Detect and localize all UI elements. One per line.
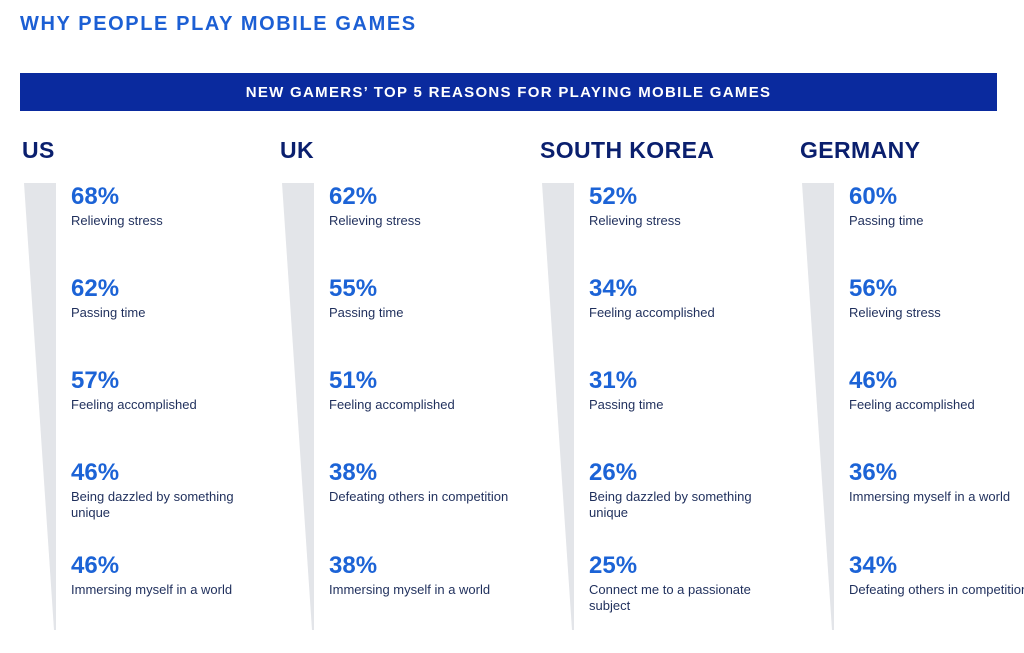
reason-label: Passing time [329, 305, 404, 320]
chart-banner: NEW GAMERS’ TOP 5 REASONS FOR PLAYING MO… [20, 73, 997, 111]
reason-item: 46% Feeling accomplished [849, 367, 1024, 413]
reason-percent: 34% [589, 275, 638, 302]
reason-item: 60% Passing time [849, 183, 1024, 229]
wedge-decoration [802, 183, 834, 630]
reason-percent: 26% [589, 459, 638, 486]
reason-label: Connect me to a passionate subject [589, 582, 751, 613]
reason-percent: 38% [329, 552, 378, 579]
reason-percent: 46% [71, 459, 120, 486]
reason-item: 38% Defeating others in competition [329, 459, 519, 505]
reason-percent: 57% [71, 367, 120, 394]
reason-percent: 34% [849, 552, 898, 579]
reason-percent: 68% [71, 183, 120, 210]
reason-item: 56% Relieving stress [849, 275, 1024, 321]
reason-item: 46% Being dazzled by something unique [71, 459, 261, 520]
reason-item: 31% Passing time [589, 367, 779, 413]
reason-percent: 62% [71, 275, 120, 302]
reason-item: 62% Passing time [71, 275, 261, 321]
reason-label: Passing time [589, 397, 664, 412]
country-name: UK [280, 137, 315, 163]
reason-percent: 46% [849, 367, 898, 394]
reason-item: 52% Relieving stress [589, 183, 779, 229]
reason-label: Immersing myself in a world [849, 489, 1011, 504]
reason-label: Being dazzled by something unique [71, 489, 234, 520]
reason-item: 34% Feeling accomplished [589, 275, 779, 321]
reason-item: 46% Immersing myself in a world [71, 552, 261, 598]
reason-item: 38% Immersing myself in a world [329, 552, 519, 598]
reason-percent: 56% [849, 275, 898, 302]
reason-label: Immersing myself in a world [71, 582, 233, 597]
wedge-decoration [282, 183, 314, 630]
reason-label: Relieving stress [849, 305, 941, 320]
country-name: SOUTH KOREA [540, 137, 715, 163]
reason-label: Being dazzled by something unique [589, 489, 752, 520]
reason-label: Immersing myself in a world [329, 582, 491, 597]
reason-percent: 55% [329, 275, 378, 302]
reason-label: Relieving stress [71, 213, 163, 228]
reason-percent: 51% [329, 367, 378, 394]
reason-percent: 62% [329, 183, 378, 210]
reason-percent: 25% [589, 552, 638, 579]
reason-item: 25% Connect me to a passionate subject [589, 552, 779, 613]
country-name: GERMANY [800, 137, 921, 163]
reason-label: Feeling accomplished [589, 305, 715, 320]
reason-label: Passing time [849, 213, 924, 228]
reason-label: Feeling accomplished [71, 397, 197, 412]
page-title: WHY PEOPLE PLAY MOBILE GAMES [20, 13, 417, 35]
reason-label: Relieving stress [589, 213, 681, 228]
reason-item: 68% Relieving stress [71, 183, 261, 229]
reason-label: Defeating others in competition [849, 582, 1024, 597]
reason-item: 62% Relieving stress [329, 183, 519, 229]
reason-label: Passing time [71, 305, 146, 320]
country-name: US [22, 137, 55, 163]
wedge-decoration [24, 183, 56, 630]
reason-percent: 31% [589, 367, 638, 394]
reason-label: Feeling accomplished [849, 397, 975, 412]
reason-percent: 38% [329, 459, 378, 486]
reason-label: Defeating others in competition [329, 489, 509, 504]
reason-percent: 36% [849, 459, 898, 486]
reason-item: 26% Being dazzled by something unique [589, 459, 779, 520]
reason-item: 55% Passing time [329, 275, 519, 321]
reason-percent: 60% [849, 183, 898, 210]
reason-percent: 46% [71, 552, 120, 579]
reason-label: Relieving stress [329, 213, 421, 228]
reason-item: 51% Feeling accomplished [329, 367, 519, 413]
reason-label: Feeling accomplished [329, 397, 455, 412]
reason-item: 34% Defeating others in competition [849, 552, 1024, 598]
reason-item: 36% Immersing myself in a world [849, 459, 1024, 505]
wedge-decoration [542, 183, 574, 630]
reason-item: 57% Feeling accomplished [71, 367, 261, 413]
reason-percent: 52% [589, 183, 638, 210]
